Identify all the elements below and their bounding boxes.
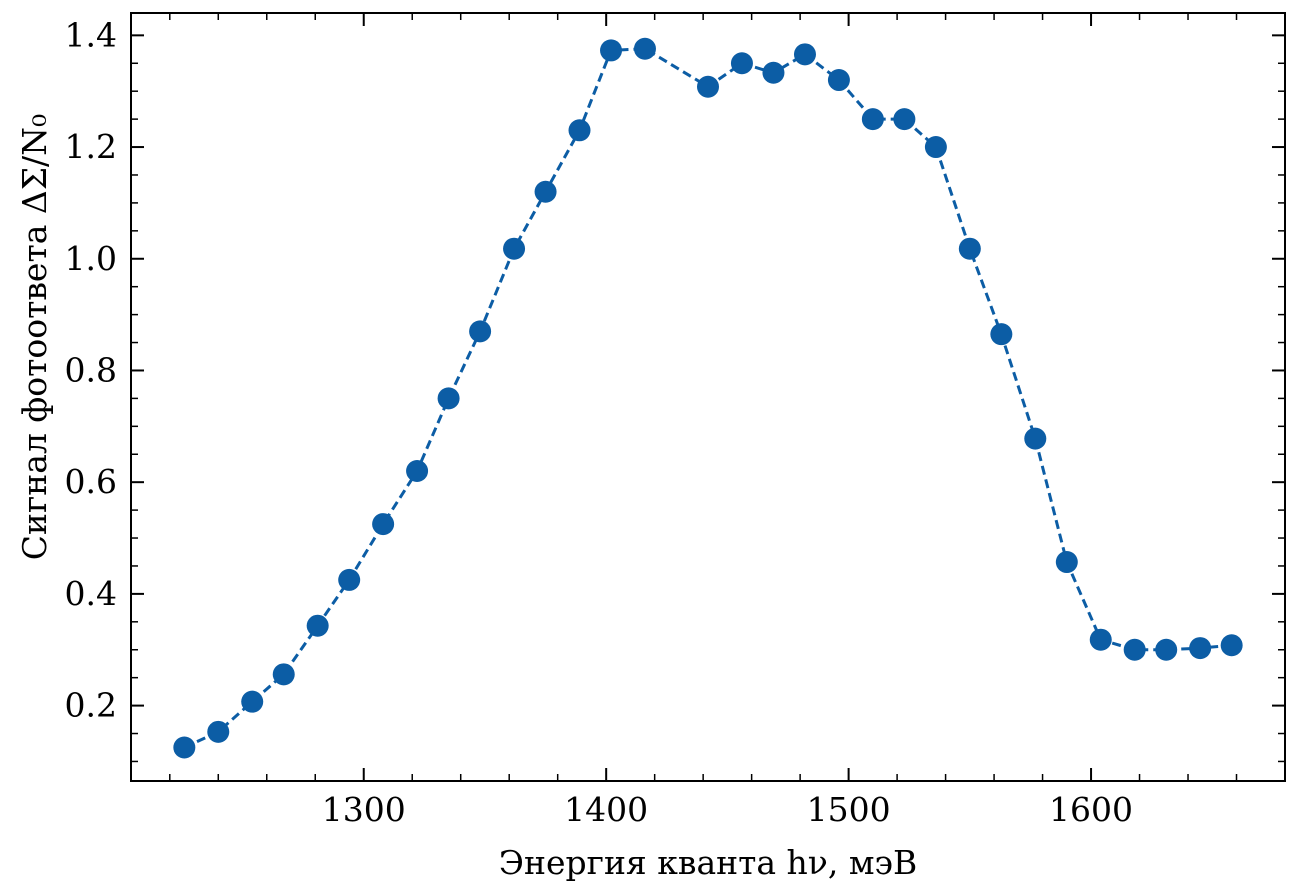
data-point <box>272 663 295 686</box>
y-tick-label: 1.4 <box>65 15 117 54</box>
tick-labels: 1300 1400 1500 1600 0.2 0.4 0.6 0.8 1.0 1.2 1.4 <box>65 15 1134 829</box>
data-point <box>762 61 785 84</box>
x-tick-label: 1600 <box>1049 790 1133 829</box>
data-point <box>241 690 264 713</box>
data-point <box>568 119 591 142</box>
data-point <box>893 108 916 131</box>
data-point <box>697 75 719 98</box>
axis-ticks <box>131 13 1285 781</box>
series-markers <box>173 37 1243 759</box>
data-point <box>958 237 981 260</box>
x-tick-label: 1500 <box>807 790 891 829</box>
data-point <box>633 37 656 60</box>
y-axis-title: Сигнал фотоответа ΔΣ/N₀ <box>15 114 54 561</box>
y-tick-label: 0.6 <box>65 462 117 501</box>
series-layer <box>173 37 1243 759</box>
x-tick-label: 1300 <box>322 790 406 829</box>
x-tick-label: 1400 <box>564 790 648 829</box>
data-point <box>1055 551 1078 574</box>
data-point <box>338 568 361 591</box>
data-point <box>306 614 329 637</box>
data-point <box>534 180 557 203</box>
data-point <box>469 320 492 343</box>
data-point <box>173 736 196 759</box>
data-point <box>437 387 460 410</box>
y-tick-label: 0.4 <box>65 574 117 613</box>
data-point <box>372 513 395 536</box>
data-point <box>730 52 753 75</box>
data-point <box>1123 638 1146 661</box>
data-point <box>1220 634 1243 657</box>
plot-frame <box>130 12 1286 782</box>
data-point <box>1155 638 1178 661</box>
data-point <box>600 39 623 62</box>
data-point <box>990 323 1013 346</box>
y-tick-label: 1.0 <box>65 239 117 278</box>
data-point <box>827 69 850 92</box>
data-point <box>793 43 816 66</box>
data-point <box>924 136 947 159</box>
data-point <box>861 108 884 131</box>
data-point <box>1189 637 1212 660</box>
data-point <box>1024 427 1047 450</box>
data-point <box>207 720 230 743</box>
data-point <box>1089 628 1112 651</box>
data-point <box>503 237 526 260</box>
x-axis-title: Энергия кванта hν, мэВ <box>499 843 917 882</box>
y-tick-label: 1.2 <box>65 127 117 166</box>
series-line <box>183 47 1232 749</box>
data-point <box>406 460 429 483</box>
y-tick-label: 0.8 <box>65 350 117 389</box>
y-tick-label: 0.2 <box>65 686 117 725</box>
